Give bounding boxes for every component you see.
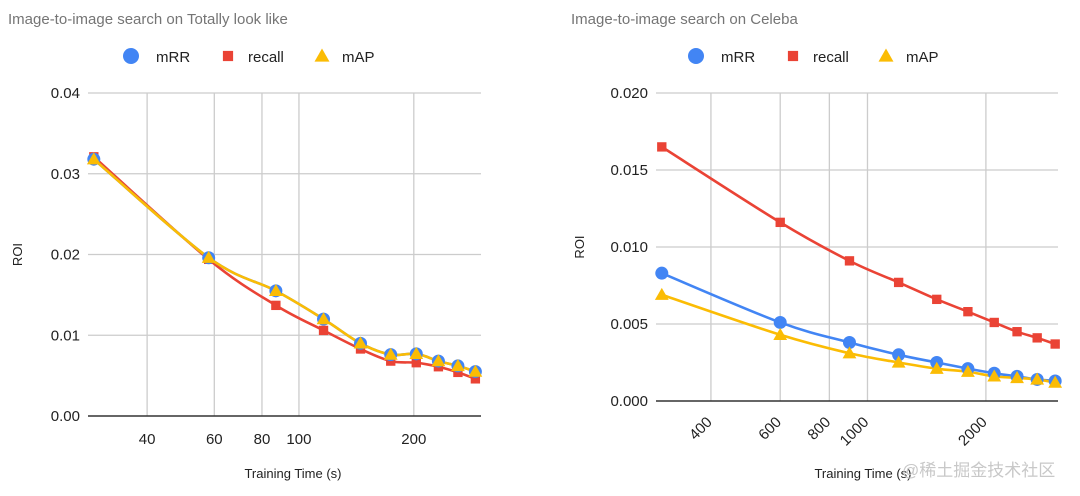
y-tick-label: 0.03 [51, 166, 80, 183]
legend-label-mAP: mAP [342, 49, 375, 66]
data-point-recall [470, 374, 481, 384]
data-point-recall [775, 217, 785, 228]
legend-marker-recall [222, 50, 234, 62]
y-tick-label: 0.020 [610, 85, 648, 102]
data-point-mAP [773, 327, 788, 340]
y-tick-label: 0.01 [51, 327, 80, 344]
y-axis-title: ROI [572, 235, 587, 258]
chart-title: Image-to-image search on Celeba [571, 11, 798, 28]
legend-label-mRR: mRR [156, 49, 190, 66]
y-tick-label: 0.005 [610, 316, 648, 333]
chart-title: Image-to-image search on Totally look li… [8, 11, 288, 28]
x-tick-label: 800 [804, 414, 834, 444]
data-point-mAP [842, 346, 857, 359]
gridlines [656, 92, 1058, 402]
series [654, 142, 1063, 388]
tick-labels: 0.00 0.01 0.02 0.03 0.04 40 60 80 100 200 [51, 85, 427, 448]
gridlines [88, 92, 481, 417]
data-point-mAP [268, 283, 283, 297]
data-point-mAP [353, 336, 368, 349]
data-point-mAP [961, 364, 975, 377]
data-point-mAP [201, 250, 216, 263]
x-axis-title: Training Time (s) [814, 466, 911, 481]
legend-marker-mAP [878, 48, 894, 62]
legend-label-mAP: mAP [906, 49, 939, 66]
data-point-mAP [1048, 375, 1063, 388]
y-tick-label: 0.00 [51, 408, 80, 425]
y-axis-title: ROI [10, 243, 25, 266]
data-point-mAP [1030, 372, 1045, 385]
y-tick-label: 0.000 [610, 393, 648, 410]
data-point-mAP [654, 287, 669, 300]
data-point-mRR [842, 335, 856, 349]
watermark: @稀土掘金技术社区 [902, 461, 1055, 480]
data-point-recall [963, 307, 973, 317]
x-tick-label: 100 [286, 431, 311, 448]
x-tick-label: 400 [686, 414, 716, 444]
series-line-mAP [92, 158, 476, 373]
x-tick-label: 2000 [955, 414, 991, 450]
y-tick-label: 0.04 [51, 85, 80, 102]
x-tick-label: 40 [139, 431, 156, 448]
x-axis-title: Training Time (s) [244, 466, 341, 481]
data-point-mAP [86, 152, 101, 165]
data-point-mAP [316, 312, 331, 325]
legend-marker-mAP [314, 48, 330, 62]
data-point-mRR [655, 266, 669, 280]
legend-label-recall: recall [248, 49, 284, 66]
chart-celeba: Image-to-image search on Celeba mRR recal… [571, 11, 1063, 481]
data-point-recall [1032, 333, 1042, 343]
data-point-recall [893, 277, 904, 288]
data-point-recall [989, 317, 999, 328]
data-point-recall [657, 142, 667, 152]
data-point-mAP [891, 355, 906, 368]
data-point-mAP [451, 359, 465, 372]
data-point-mAP [987, 369, 1002, 382]
series-line-recall [661, 145, 1056, 346]
data-point-recall [844, 256, 855, 266]
y-tick-label: 0.010 [610, 239, 648, 256]
legend-label-mRR: mRR [721, 49, 755, 66]
x-tick-label: 1000 [837, 414, 873, 450]
y-tick-label: 0.015 [610, 162, 648, 179]
series-line-mAP [661, 293, 1056, 384]
data-point-recall [411, 358, 421, 368]
series [86, 152, 483, 384]
data-point-mAP [431, 354, 446, 367]
legend-marker-mRR [123, 48, 139, 64]
data-point-recall [271, 300, 281, 311]
data-point-recall [318, 325, 329, 336]
legend: mRR recall mAP [688, 48, 939, 66]
data-point-recall [932, 294, 942, 305]
data-point-mAP [929, 361, 944, 374]
x-tick-label: 80 [254, 431, 271, 448]
tick-labels: 0.000 0.005 0.010 0.015 0.020 400 600 800 1000 20… [610, 85, 990, 449]
data-point-mAP [409, 346, 424, 359]
legend-marker-recall [787, 50, 799, 62]
legend: mRR recall mAP [123, 48, 375, 66]
x-tick-label: 60 [206, 431, 223, 448]
data-point-recall [1012, 327, 1022, 337]
series-line-mRR [92, 158, 476, 373]
legend-marker-mRR [688, 48, 704, 64]
data-point-mRR [773, 315, 787, 329]
legend-label-recall: recall [813, 49, 849, 66]
series-line-recall [92, 155, 476, 381]
x-tick-label: 600 [755, 414, 785, 444]
data-point-recall [1050, 339, 1060, 349]
data-point-mAP [383, 347, 398, 360]
y-tick-label: 0.02 [51, 247, 80, 264]
data-point-mAP [1010, 371, 1024, 384]
data-point-mRR [892, 348, 906, 362]
chart-totally-look-like: Image-to-image search on Totally look li… [8, 11, 483, 481]
x-tick-label: 200 [401, 431, 426, 448]
data-point-mAP [468, 364, 483, 377]
